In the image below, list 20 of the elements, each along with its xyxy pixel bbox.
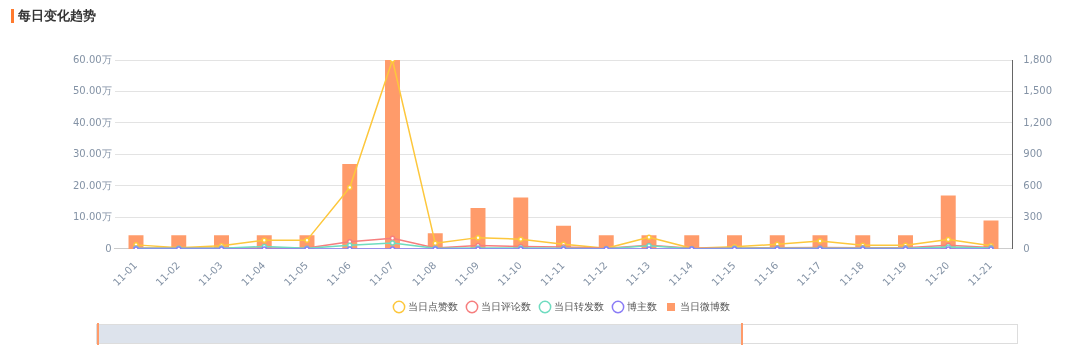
y-tick-label: 40.00万 bbox=[72, 116, 112, 128]
y-tick-label: 60.00万 bbox=[72, 53, 112, 65]
y2-tick-label: 600 bbox=[1023, 179, 1043, 191]
chart-title: 每日变化趋势 bbox=[18, 7, 96, 25]
legend-label: 当日微博数 bbox=[680, 300, 730, 312]
legend-label: 博主数 bbox=[627, 300, 657, 312]
legend-label: 当日点赞数 bbox=[408, 300, 458, 312]
y-tick-label: 10.00万 bbox=[72, 211, 112, 223]
y-tick-label: 20.00万 bbox=[72, 179, 112, 191]
y2-tick-label: 300 bbox=[1023, 211, 1043, 223]
y-tick-label: 0 bbox=[105, 242, 112, 254]
legend-label: 当日转发数 bbox=[554, 300, 604, 312]
y2-tick-label: 900 bbox=[1023, 148, 1043, 160]
y2-tick-label: 0 bbox=[1023, 242, 1030, 254]
legend-label: 当日评论数 bbox=[481, 300, 531, 312]
y-tick-label: 50.00万 bbox=[72, 85, 112, 97]
y2-tick-label: 1,200 bbox=[1023, 116, 1053, 128]
y2-tick-label: 1,500 bbox=[1023, 85, 1053, 97]
y-tick-label: 30.00万 bbox=[72, 148, 112, 160]
y2-tick-label: 1,800 bbox=[1023, 53, 1053, 65]
